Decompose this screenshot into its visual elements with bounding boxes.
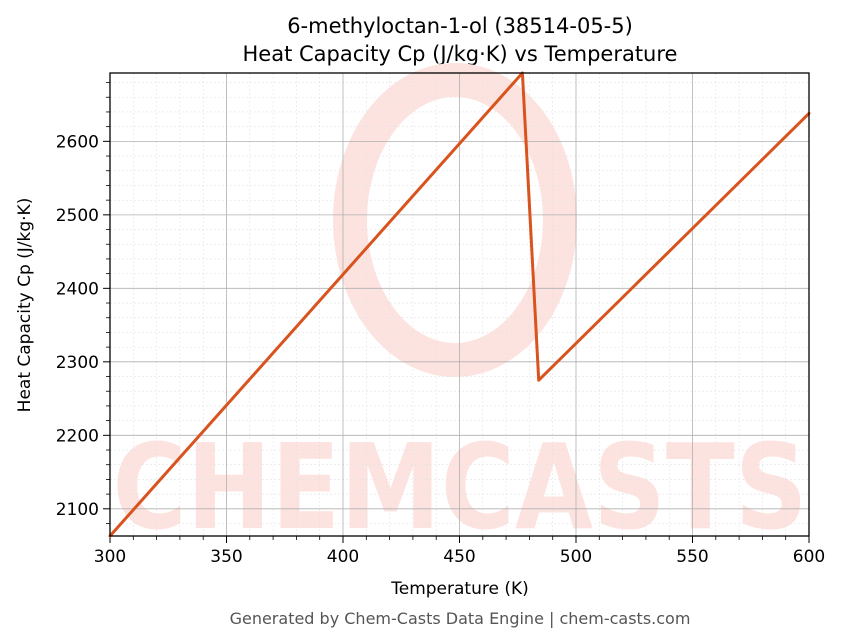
y-tick-label: 2300 xyxy=(56,353,99,373)
x-axis-label: Temperature (K) xyxy=(390,579,529,599)
x-tick-label: 350 xyxy=(210,547,242,567)
watermark-logo-ring xyxy=(333,63,577,377)
ticks: 300 350 400 450 500 550 600 2100 2200 2300 2400 250… xyxy=(56,82,825,567)
series xyxy=(108,71,811,538)
y-tick-label: 2400 xyxy=(56,279,99,299)
watermark: CHEMCASTS xyxy=(113,63,808,556)
x-tick-label: 600 xyxy=(793,547,825,567)
y-axis-label: Heat Capacity Cp (J/kg·K) xyxy=(15,198,35,413)
footer-text: Generated by Chem-Casts Data Engine | ch… xyxy=(230,609,691,628)
y-tick-label: 2100 xyxy=(56,500,99,520)
x-tick-label: 400 xyxy=(327,547,359,567)
series-line xyxy=(108,71,811,538)
x-tick-label: 550 xyxy=(676,547,708,567)
y-tick-label: 2600 xyxy=(56,132,99,152)
chart-title-line2: Heat Capacity Cp (J/kg·K) vs Temperature xyxy=(243,42,678,66)
y-tick-label: 2200 xyxy=(56,426,99,446)
chart-title-line1: 6-methyloctan-1-ol (38514-05-5) xyxy=(287,14,633,38)
x-tick-label: 300 xyxy=(94,547,126,567)
x-tick-label: 500 xyxy=(560,547,592,567)
watermark-text: CHEMCASTS xyxy=(113,418,808,556)
axes-frame xyxy=(109,72,810,537)
x-tick-label: 450 xyxy=(443,547,475,567)
grid xyxy=(109,73,810,536)
y-tick-label: 2500 xyxy=(56,206,99,226)
